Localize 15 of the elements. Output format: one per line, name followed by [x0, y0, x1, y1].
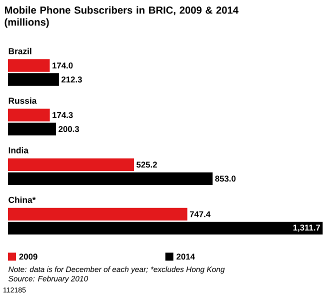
data-label: 747.4: [190, 211, 211, 218]
y-tick-label: India: [8, 147, 29, 154]
data-label: 174.3: [52, 112, 73, 118]
y-tick-label: Russia: [8, 97, 37, 104]
y-tick-label: Brazil: [8, 48, 32, 54]
data-label: 174.0: [52, 62, 73, 68]
data-label: 1,311.7: [293, 224, 320, 232]
chart-title: Mobile Phone Subscribers in BRIC, 2009 & 2014 (millions): [4, 6, 238, 28]
data-label: 200.3: [58, 126, 80, 132]
legend-label: 2014: [176, 254, 195, 260]
data-label: 212.3: [61, 76, 82, 83]
legend-label: 2009: [19, 254, 38, 260]
data-label: 853.0: [215, 176, 236, 182]
data-label: 525.2: [136, 162, 157, 168]
y-tick-label: China*: [8, 196, 36, 203]
